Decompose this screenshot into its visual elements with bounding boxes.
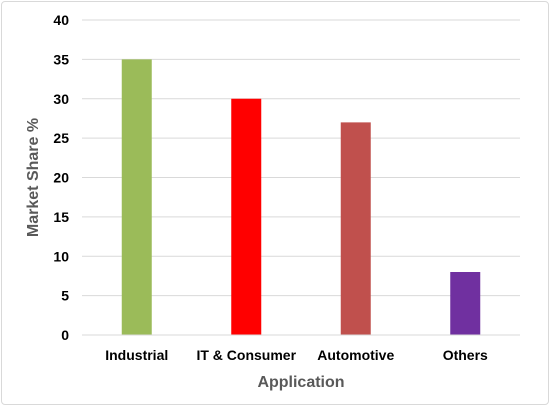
- y-tick-label: 30: [53, 91, 69, 107]
- y-tick-label: 0: [61, 327, 69, 343]
- x-tick-label: Automotive: [317, 347, 394, 363]
- x-tick-label: IT & Consumer: [196, 347, 296, 363]
- x-tick-labels: Industrial IT & Consumer Automotive Others: [105, 347, 488, 363]
- y-tick-label: 15: [53, 209, 69, 225]
- x-tick-label: Others: [443, 347, 488, 363]
- x-tick-label: Industrial: [105, 347, 168, 363]
- y-tick-label: 35: [53, 51, 69, 67]
- y-tick-label: 20: [53, 170, 69, 186]
- bar-others: [450, 272, 481, 335]
- gridlines: [82, 19, 520, 297]
- y-tick-label: 10: [53, 248, 69, 264]
- y-tick-label: 25: [53, 130, 69, 146]
- y-axis-title: Market Share %: [25, 118, 42, 237]
- bar-it-consumer: [231, 98, 262, 335]
- y-tick-label: 40: [53, 12, 69, 28]
- y-tick-label: 5: [61, 288, 69, 304]
- y-tick-labels: 0 5 10 15 20 25 30 35 40: [53, 12, 69, 343]
- x-axis-title: Application: [257, 374, 344, 391]
- bars: [121, 59, 481, 335]
- bar-industrial: [121, 59, 152, 335]
- bar-automotive: [340, 122, 371, 335]
